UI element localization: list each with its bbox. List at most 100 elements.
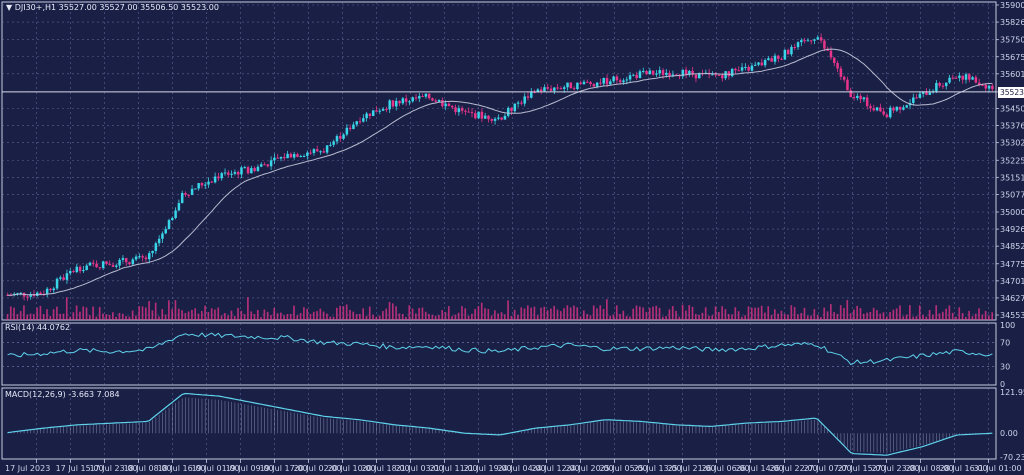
price-tick-label: 34627.40 [1000, 294, 1024, 303]
volume-bar [563, 308, 565, 320]
volume-bar [615, 305, 618, 320]
time-tick-label: 19 Jul 17:00 [260, 464, 308, 473]
candle-body [671, 74, 675, 77]
candle-body [365, 113, 368, 119]
volume-bar [803, 307, 806, 320]
price-tick-label: 35225.90 [1000, 156, 1024, 165]
volume-bar [217, 307, 220, 320]
macd-indicator [7, 392, 993, 456]
volume-bar [892, 309, 895, 320]
volume-bar [629, 316, 631, 320]
candle-body [638, 71, 642, 79]
candle-body [777, 55, 780, 59]
candle-body [737, 70, 741, 72]
time-tick-label: 25 Jul 05:00 [600, 464, 648, 473]
candle-body [312, 149, 316, 154]
volume-bar [665, 316, 667, 320]
volume-bar [42, 314, 45, 320]
candle-body [576, 82, 579, 90]
volume-bar [158, 316, 160, 320]
candle-body [813, 39, 816, 41]
volume-bar [161, 309, 164, 320]
candle-body [553, 87, 556, 91]
candle-body [273, 157, 276, 161]
candle-body [954, 77, 958, 79]
candle-body [928, 92, 932, 95]
volume-bar [19, 311, 22, 320]
volume-bar [573, 305, 575, 320]
volume-bar [365, 315, 368, 320]
candle-body [694, 74, 698, 79]
candle-body [108, 263, 111, 265]
volume-bar [945, 308, 947, 320]
volume-bar [909, 305, 911, 320]
candle-body [174, 210, 177, 219]
volume-bar [938, 313, 941, 320]
volume-bar [102, 313, 104, 320]
volume-bar [724, 309, 727, 320]
candle-body [253, 168, 256, 171]
volume-bar [112, 312, 114, 320]
candle-body [134, 256, 138, 260]
candle-body [233, 172, 237, 174]
volume-bar [65, 297, 68, 320]
volume-bar [385, 308, 388, 320]
candle-body [882, 111, 885, 115]
candle-body [618, 80, 622, 83]
moving-average [7, 48, 993, 296]
volume-bar [688, 305, 691, 320]
time-tick-label: 20 Jul 18:00 [362, 464, 410, 473]
candle-body [263, 164, 266, 166]
candle-body [220, 173, 223, 179]
candle-body [325, 145, 329, 153]
volume-bar [52, 309, 55, 320]
ma-line [7, 48, 993, 296]
candle-body [65, 273, 69, 280]
candle-body [767, 58, 770, 61]
volume-bar [553, 305, 555, 320]
rsi-panel-frame [1, 322, 997, 386]
candle-body [991, 85, 994, 90]
candle-body [431, 98, 434, 101]
candle-body [200, 183, 204, 186]
candle-body [760, 62, 764, 66]
candle-body [562, 87, 566, 89]
candle-body [974, 77, 978, 83]
volume-bar [451, 316, 453, 320]
volume-bar [754, 307, 756, 320]
price-tick-label: 35302.40 [1000, 139, 1024, 148]
candle-body [556, 87, 559, 89]
volume-bar [517, 314, 519, 320]
volume-bar [941, 311, 944, 320]
candle-body [59, 277, 62, 279]
candle-body [783, 49, 787, 60]
volume-bar [843, 308, 845, 320]
volume-bar [701, 312, 704, 320]
volume-bar [138, 306, 141, 320]
candle-body [296, 154, 299, 157]
price-tick-label: 34775.90 [1000, 260, 1024, 269]
candle-body [483, 115, 487, 119]
volume-bar [85, 307, 88, 320]
volume-bar [543, 306, 546, 320]
volume-bar [49, 315, 52, 320]
time-tick-label: 18 Jul 08:00 [124, 464, 172, 473]
candle-body [335, 136, 339, 142]
volume-bar [816, 314, 819, 320]
volume-bar [770, 314, 773, 320]
volume-bar [428, 313, 430, 320]
volume-bar [948, 305, 951, 320]
volume-bar [105, 314, 108, 320]
volume-bar [36, 307, 38, 320]
current-price-value: 35523.00 [1000, 88, 1024, 97]
volume-bar [862, 313, 865, 320]
volume-bar [135, 315, 137, 320]
candle-body [128, 262, 131, 265]
volume-bar [154, 302, 157, 320]
candle-body [734, 68, 737, 71]
candle-body [724, 71, 727, 79]
volume-bar [691, 306, 694, 320]
